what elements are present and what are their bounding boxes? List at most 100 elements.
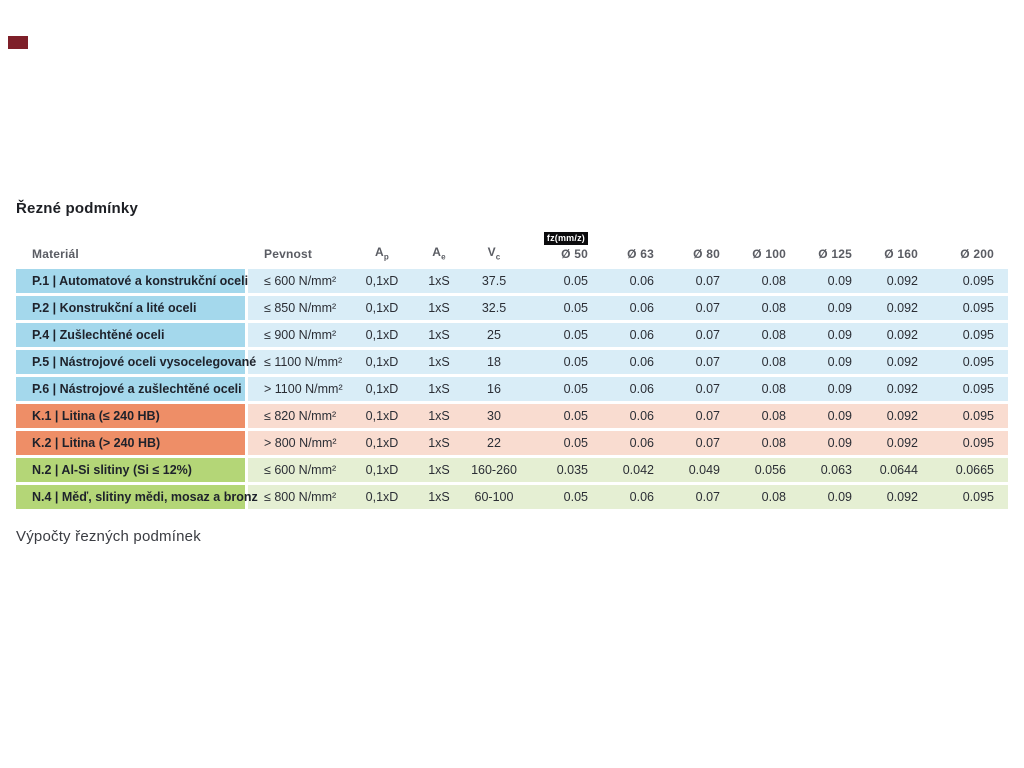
- ae-cell: 1xS: [412, 350, 466, 377]
- section-title: Řezné podmínky: [16, 200, 138, 217]
- col-d50: fz(mm/z) Ø 50: [522, 232, 602, 269]
- vc-cell: 22: [466, 431, 522, 458]
- fz-d100-cell: 0.08: [734, 377, 800, 404]
- ae-cell: 1xS: [412, 323, 466, 350]
- table-row: N.4 | Měď, slitiny mědi, mosaz a bronz ≤…: [16, 485, 1008, 512]
- fz-d63-cell: 0.06: [602, 404, 668, 431]
- fz-d160-cell: 0.092: [866, 269, 932, 296]
- fz-d100-cell: 0.08: [734, 350, 800, 377]
- pevnost-cell: ≤ 820 N/mm²: [248, 404, 352, 431]
- ae-cell: 1xS: [412, 431, 466, 458]
- vc-cell: 25: [466, 323, 522, 350]
- fz-d100-cell: 0.08: [734, 269, 800, 296]
- fz-d100-cell: 0.056: [734, 458, 800, 485]
- table-row: N.2 | Al-Si slitiny (Si ≤ 12%) ≤ 600 N/m…: [16, 458, 1008, 485]
- fz-d100-cell: 0.08: [734, 431, 800, 458]
- fz-d50-cell: 0.05: [522, 350, 602, 377]
- col-material: Materiál: [32, 247, 79, 261]
- fz-d125-cell: 0.09: [800, 377, 866, 404]
- material-cell: K.1 | Litina (≤ 240 HB): [16, 404, 248, 431]
- fz-d160-cell: 0.092: [866, 431, 932, 458]
- fz-d100-cell: 0.08: [734, 404, 800, 431]
- pevnost-cell: ≤ 900 N/mm²: [248, 323, 352, 350]
- col-d63: Ø 63: [627, 247, 654, 261]
- col-d125: Ø 125: [818, 247, 852, 261]
- fz-d125-cell: 0.09: [800, 404, 866, 431]
- fz-d200-cell: 0.095: [932, 323, 1008, 350]
- ap-cell: 0,1xD: [352, 296, 412, 323]
- fz-d50-cell: 0.05: [522, 485, 602, 512]
- pevnost-cell: ≤ 1100 N/mm²: [248, 350, 352, 377]
- fz-d50-cell: 0.05: [522, 296, 602, 323]
- fz-d160-cell: 0.092: [866, 485, 932, 512]
- fz-d63-cell: 0.042: [602, 458, 668, 485]
- fz-d80-cell: 0.07: [668, 485, 734, 512]
- pevnost-cell: ≤ 600 N/mm²: [248, 458, 352, 485]
- ap-cell: 0,1xD: [352, 431, 412, 458]
- table-row: K.2 | Litina (> 240 HB) > 800 N/mm² 0,1x…: [16, 431, 1008, 458]
- fz-d63-cell: 0.06: [602, 323, 668, 350]
- table-row: P.5 | Nástrojové oceli vysocelegované ≤ …: [16, 350, 1008, 377]
- fz-d100-cell: 0.08: [734, 323, 800, 350]
- fz-d63-cell: 0.06: [602, 431, 668, 458]
- fz-d100-cell: 0.08: [734, 296, 800, 323]
- ap-cell: 0,1xD: [352, 323, 412, 350]
- col-ap: Ap: [375, 244, 389, 261]
- ap-cell: 0,1xD: [352, 485, 412, 512]
- fz-d63-cell: 0.06: [602, 296, 668, 323]
- col-vc: Vc: [487, 244, 501, 261]
- fz-d63-cell: 0.06: [602, 269, 668, 296]
- material-cell: K.2 | Litina (> 240 HB): [16, 431, 248, 458]
- col-pevnost: Pevnost: [264, 247, 313, 261]
- vc-cell: 60-100: [466, 485, 522, 512]
- ap-cell: 0,1xD: [352, 350, 412, 377]
- table-header: Materiál Pevnost Ap Ae Vc fz(mm/z) Ø 50 …: [16, 232, 1008, 269]
- vc-cell: 16: [466, 377, 522, 404]
- fz-d200-cell: 0.095: [932, 296, 1008, 323]
- fz-d125-cell: 0.063: [800, 458, 866, 485]
- col-d200: Ø 200: [960, 247, 994, 261]
- cutting-conditions-section: Řezné podmínky Materiál Pevnost Ap Ae Vc…: [16, 200, 1008, 545]
- fz-d125-cell: 0.09: [800, 485, 866, 512]
- ae-cell: 1xS: [412, 404, 466, 431]
- fz-d200-cell: 0.095: [932, 269, 1008, 296]
- pevnost-cell: > 1100 N/mm²: [248, 377, 352, 404]
- col-d50-label: Ø 50: [561, 247, 588, 261]
- fz-d50-cell: 0.05: [522, 377, 602, 404]
- table-row: P.1 | Automatové a konstrukční oceli ≤ 6…: [16, 269, 1008, 296]
- vc-cell: 37.5: [466, 269, 522, 296]
- ap-cell: 0,1xD: [352, 404, 412, 431]
- fz-d50-cell: 0.05: [522, 431, 602, 458]
- material-cell: N.4 | Měď, slitiny mědi, mosaz a bronz: [16, 485, 258, 512]
- pevnost-cell: > 800 N/mm²: [248, 431, 352, 458]
- pevnost-cell: ≤ 850 N/mm²: [248, 296, 352, 323]
- fz-d125-cell: 0.09: [800, 323, 866, 350]
- fz-d80-cell: 0.07: [668, 350, 734, 377]
- fz-d50-cell: 0.05: [522, 323, 602, 350]
- fz-d63-cell: 0.06: [602, 377, 668, 404]
- ae-cell: 1xS: [412, 296, 466, 323]
- ap-cell: 0,1xD: [352, 377, 412, 404]
- fz-d200-cell: 0.095: [932, 377, 1008, 404]
- ae-cell: 1xS: [412, 269, 466, 296]
- material-cell: P.2 | Konstrukční a lité oceli: [16, 296, 248, 323]
- material-cell: P.1 | Automatové a konstrukční oceli: [16, 269, 248, 296]
- fz-d200-cell: 0.095: [932, 404, 1008, 431]
- fz-unit-badge: fz(mm/z): [543, 232, 588, 245]
- red-corner-marker: [8, 36, 28, 49]
- table-body: P.1 | Automatové a konstrukční oceli ≤ 6…: [16, 269, 1008, 512]
- fz-d200-cell: 0.095: [932, 350, 1008, 377]
- vc-cell: 32.5: [466, 296, 522, 323]
- fz-d125-cell: 0.09: [800, 296, 866, 323]
- vc-cell: 160-260: [466, 458, 522, 485]
- col-ae: Ae: [432, 244, 446, 261]
- fz-d50-cell: 0.035: [522, 458, 602, 485]
- fz-d80-cell: 0.07: [668, 323, 734, 350]
- col-d160: Ø 160: [884, 247, 918, 261]
- fz-d80-cell: 0.07: [668, 404, 734, 431]
- material-cell: N.2 | Al-Si slitiny (Si ≤ 12%): [16, 458, 248, 485]
- fz-d125-cell: 0.09: [800, 269, 866, 296]
- fz-d100-cell: 0.08: [734, 485, 800, 512]
- fz-d63-cell: 0.06: [602, 485, 668, 512]
- ae-cell: 1xS: [412, 377, 466, 404]
